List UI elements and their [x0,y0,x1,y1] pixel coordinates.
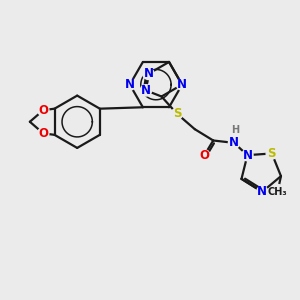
Text: N: N [229,136,239,149]
Text: O: O [38,104,48,117]
Text: N: N [143,67,153,80]
Circle shape [143,68,154,80]
Text: O: O [199,149,209,162]
Text: N: N [125,78,135,91]
Circle shape [171,108,183,119]
Circle shape [256,186,268,197]
Circle shape [269,184,285,200]
Circle shape [199,150,210,161]
Circle shape [124,79,135,90]
Circle shape [38,104,49,116]
Circle shape [228,137,240,148]
Circle shape [242,149,253,161]
Text: S: S [268,147,276,160]
Text: H: H [232,125,240,135]
Text: N: N [242,149,252,162]
Text: CH₃: CH₃ [268,188,287,197]
Circle shape [176,79,188,90]
Circle shape [266,148,278,159]
Text: N: N [141,84,151,97]
Circle shape [140,85,152,96]
Text: N: N [177,78,187,91]
Circle shape [38,128,49,139]
Circle shape [230,125,241,136]
Text: O: O [38,127,48,140]
Text: S: S [173,107,181,120]
Text: N: N [257,185,267,198]
